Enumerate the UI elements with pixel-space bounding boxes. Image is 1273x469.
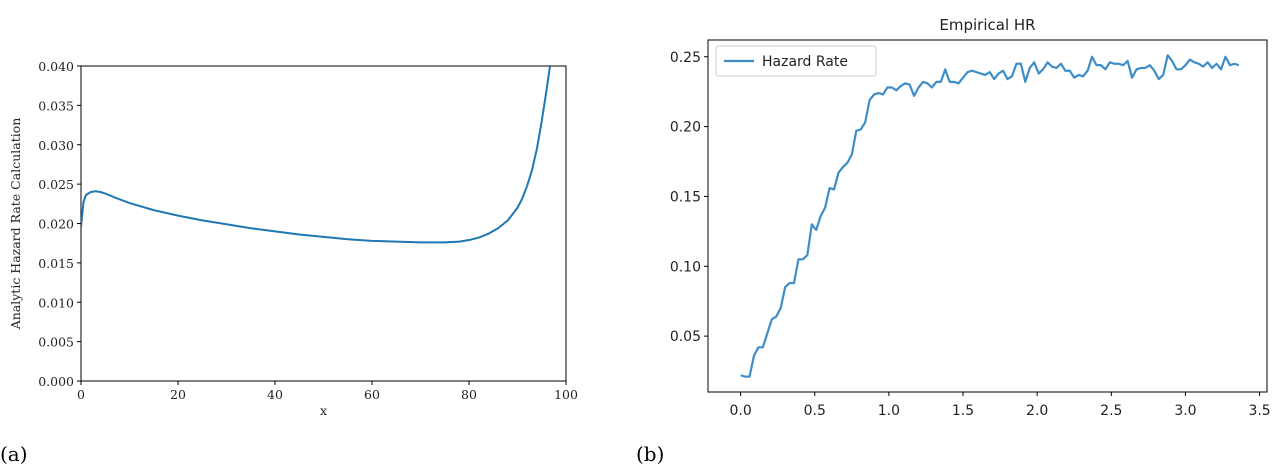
x-axis-label: x — [320, 403, 327, 418]
x-tick-label: 80 — [461, 387, 477, 402]
y-tick-label: 0.015 — [38, 256, 74, 271]
x-tick-label: 2.0 — [1026, 403, 1048, 419]
plot-frame — [707, 39, 1268, 393]
y-tick-label: 0.010 — [38, 295, 74, 310]
y-tick-label: 0.020 — [38, 217, 74, 232]
y-tick-label: 0.025 — [38, 177, 74, 192]
y-tick-label: 0.20 — [670, 120, 701, 136]
x-tick-label: 0.5 — [804, 403, 826, 419]
x-tick-label: 40 — [267, 387, 283, 402]
x-tick-label: 20 — [170, 387, 186, 402]
legend-box — [715, 45, 877, 77]
y-tick-label: 0.15 — [670, 189, 701, 205]
y-axis-label: Analytic Hazard Rate Calculation — [8, 118, 23, 331]
x-tick-label: 0 — [77, 387, 85, 402]
y-tick-label: 0.035 — [38, 98, 74, 113]
plot-frame — [80, 65, 567, 382]
chart-empirical-hr: 0.0 0.5 1.0 1.5 2.0 2.5 3.0 3.5 0.05 0.10 0.15 0.20… — [670, 16, 1271, 419]
x-tick-label: 1.5 — [952, 403, 974, 419]
x-tick-label: 60 — [364, 387, 380, 402]
x-tick-label: 3.0 — [1174, 403, 1196, 419]
y-tick-label: 0.005 — [38, 335, 74, 350]
y-tick-label: 0.040 — [38, 59, 74, 74]
x-tick-label: 3.5 — [1248, 403, 1270, 419]
x-tick-label: 2.5 — [1100, 403, 1122, 419]
x-tick-label: 100 — [554, 387, 578, 402]
caption-b: (b) — [636, 442, 665, 466]
y-tick-label: 0.000 — [38, 374, 74, 389]
y-tick-label: 0.05 — [670, 329, 701, 345]
chart-analytic-hazard: 0 20 40 60 80 100 0.000 0.005 0.010 0.015 0.020 0.0… — [8, 59, 578, 418]
series-line — [81, 66, 551, 244]
x-tick-label: 0.0 — [729, 403, 751, 419]
y-tick-label: 0.10 — [670, 259, 701, 275]
y-tick-label: 0.25 — [670, 50, 701, 66]
chart-title: Empirical HR — [939, 16, 1035, 34]
y-tick-label: 0.030 — [38, 138, 74, 153]
series-line — [740, 54, 1240, 378]
legend-label: Hazard Rate — [762, 54, 848, 70]
caption-a: (a) — [0, 442, 28, 466]
x-tick-label: 1.0 — [878, 403, 900, 419]
